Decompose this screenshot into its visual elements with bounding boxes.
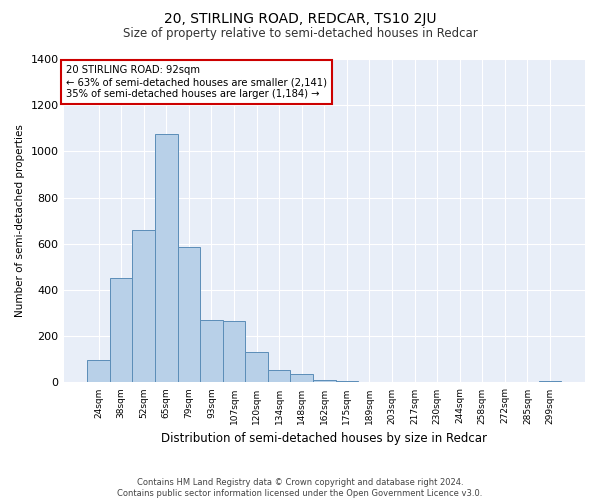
Bar (245, 352, 268, 382)
Bar (200, 320, 223, 382)
Bar (223, 321, 245, 382)
Text: Contains HM Land Registry data © Crown copyright and database right 2024.
Contai: Contains HM Land Registry data © Crown c… (118, 478, 482, 498)
Text: 20, STIRLING ROAD, REDCAR, TS10 2JU: 20, STIRLING ROAD, REDCAR, TS10 2JU (164, 12, 436, 26)
Bar (155, 134, 178, 382)
Text: 20 STIRLING ROAD: 92sqm
← 63% of semi-detached houses are smaller (2,141)
35% of: 20 STIRLING ROAD: 92sqm ← 63% of semi-de… (66, 66, 327, 98)
Bar (313, 380, 335, 382)
Bar (133, 230, 155, 382)
Bar (290, 374, 313, 382)
X-axis label: Distribution of semi-detached houses by size in Redcar: Distribution of semi-detached houses by … (161, 432, 487, 445)
Bar (87, 360, 110, 382)
Y-axis label: Number of semi-detached properties: Number of semi-detached properties (15, 124, 25, 317)
Bar (335, 380, 358, 382)
Text: Size of property relative to semi-detached houses in Redcar: Size of property relative to semi-detach… (122, 28, 478, 40)
Bar (268, 370, 290, 382)
Bar (110, 278, 133, 382)
Bar (178, 248, 200, 382)
